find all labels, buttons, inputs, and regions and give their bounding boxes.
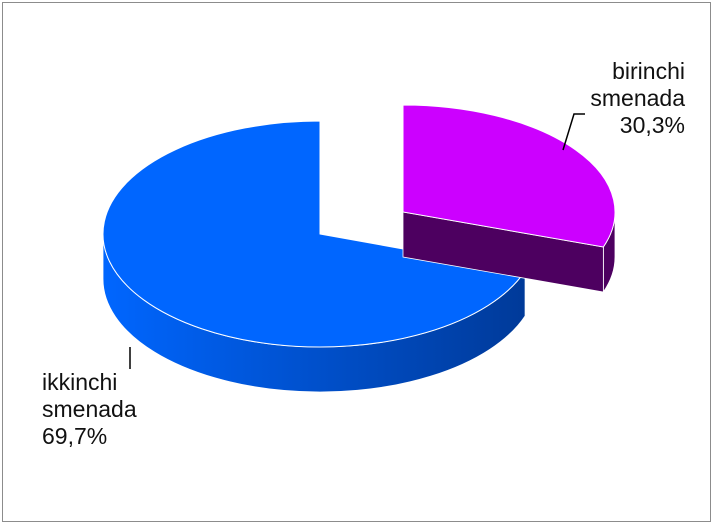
pie-slice-top-birinchi bbox=[402, 104, 616, 248]
slice-label-ikkinchi: ikkinchi smenada 69,7% bbox=[42, 369, 137, 450]
pie-slice-ikkinchi bbox=[102, 120, 526, 393]
slice-label-birinchi-pct: 30,3% bbox=[619, 112, 685, 138]
slice-label-birinchi-line1: birinchi bbox=[612, 58, 685, 84]
slice-label-ikkinchi-pct: 69,7% bbox=[42, 423, 108, 449]
slice-label-ikkinchi-line1: ikkinchi bbox=[42, 369, 118, 395]
slice-label-birinchi-line2: smenada bbox=[590, 85, 685, 111]
slice-label-ikkinchi-line2: smenada bbox=[42, 396, 137, 422]
pie-slice-birinchi bbox=[402, 104, 616, 294]
pie-slice-top-ikkinchi bbox=[102, 120, 526, 348]
leader-line-birinchi bbox=[562, 113, 585, 151]
slice-label-birinchi: birinchi smenada 30,3% bbox=[590, 58, 685, 139]
